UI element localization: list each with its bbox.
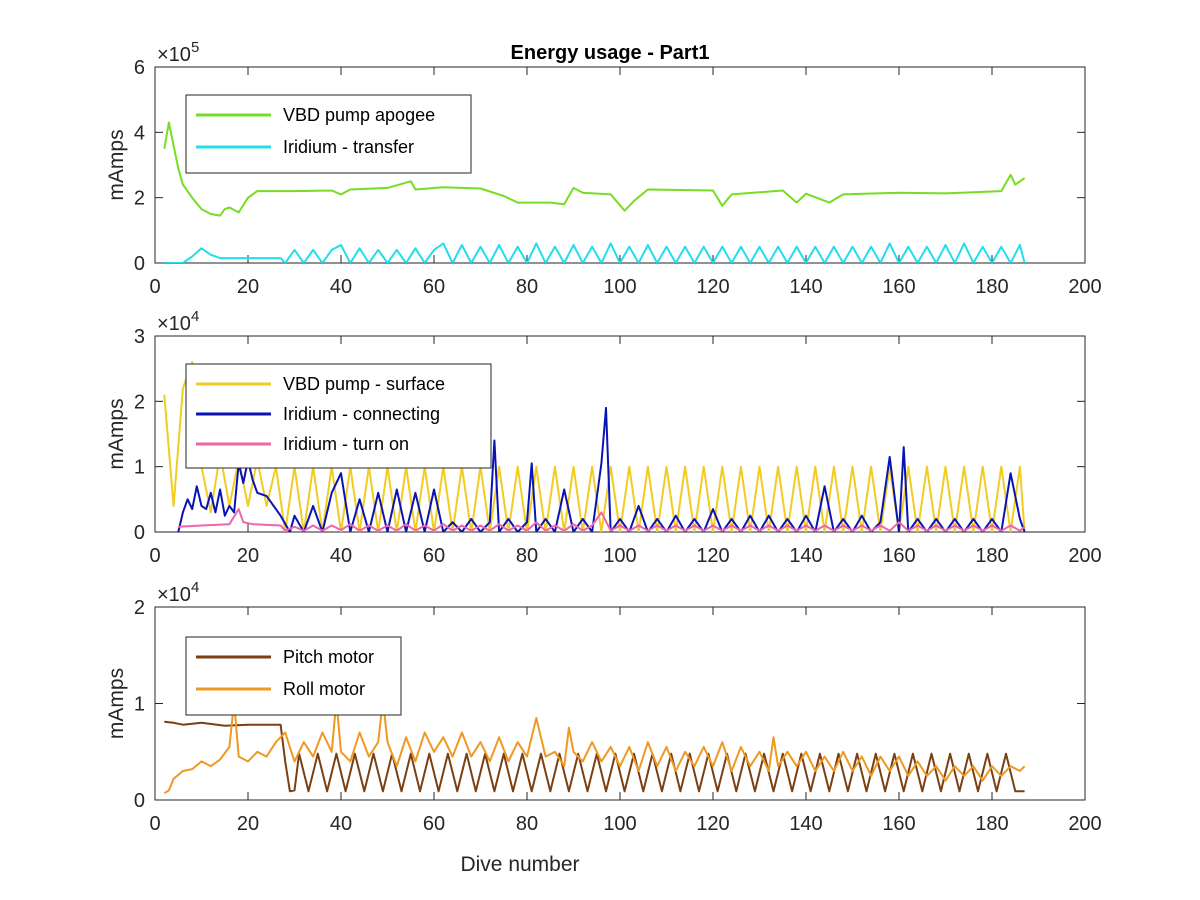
chart-title: Energy usage - Part1 [511,42,710,64]
subplot-2: 0 20 40 60 80 100 120 140 160 180 200 0 1 2 3 ×104 mAmps… [105,308,1102,567]
y-tick-label: 4 [134,122,145,144]
x-tick-label: 200 [1068,813,1101,835]
y-tick-label: 2 [134,597,145,619]
legend: Pitch motor Roll motor [185,636,402,716]
legend: VBD pump apogee Iridium - transfer [185,94,472,174]
series-line-3 [178,508,1026,532]
legend-box [185,363,492,469]
x-tick-label: 0 [149,276,160,298]
y-axis-label: mAmps [105,129,128,200]
x-tick-label: 0 [149,813,160,835]
legend-box [185,94,472,174]
y-axis-label: mAmps [105,668,128,739]
x-tick-label: 40 [330,813,352,835]
x-tick-label: 80 [516,545,538,567]
x-tick-label: 20 [237,813,259,835]
legend-entry: VBD pump apogee [283,105,435,125]
series-line-1 [164,720,1025,793]
x-tick-label: 40 [330,276,352,298]
x-tick-label: 120 [696,545,729,567]
x-tick-label: 160 [882,276,915,298]
x-tick-label: 180 [975,813,1008,835]
series-line-1 [163,121,1026,217]
x-tick-label: 20 [237,276,259,298]
y-tick-label: 3 [134,326,145,348]
x-tick-label: 120 [696,276,729,298]
x-tick-label: 60 [423,813,445,835]
series-group [163,121,1026,263]
x-tick-label: 140 [789,813,822,835]
legend-entry: Iridium - transfer [283,137,414,157]
y-exponent-label: ×105 [157,39,199,66]
x-tick-label: 20 [237,545,259,567]
y-exponent-label: ×104 [157,579,199,606]
x-tick-label: 40 [330,545,352,567]
legend-entry: Pitch motor [283,647,374,667]
x-tick-label: 140 [789,276,822,298]
x-tick-label: 120 [696,813,729,835]
x-tick-label: 80 [516,276,538,298]
x-tick-label: 100 [603,545,636,567]
legend-entry: Roll motor [283,679,365,699]
y-tick-label: 0 [134,522,145,544]
x-tick-label: 200 [1068,545,1101,567]
series-line-2 [164,242,1026,263]
y-tick-label: 0 [134,253,145,275]
subplot-1: 0 20 40 60 80 100 120 140 160 180 200 0 2 4 6 ×105 mAmps… [105,39,1102,298]
x-tick-label: 80 [516,813,538,835]
y-tick-label: 6 [134,57,145,79]
y-tick-label: 1 [134,694,145,716]
x-tick-label: 160 [882,813,915,835]
x-tick-label: 200 [1068,276,1101,298]
x-tick-label: 180 [975,545,1008,567]
y-tick-label: 0 [134,790,145,812]
y-exponent-label: ×104 [157,308,199,335]
x-tick-label: 0 [149,545,160,567]
x-tick-label: 160 [882,545,915,567]
legend-entry: VBD pump - surface [283,374,445,394]
y-tick-label: 2 [134,391,145,413]
x-tick-label: 180 [975,276,1008,298]
legend: VBD pump - surface Iridium - connecting Ir… [185,363,492,469]
legend-entry: Iridium - turn on [283,434,409,454]
series-line-2 [163,698,1026,795]
y-tick-label: 2 [134,188,145,210]
y-axis-label: mAmps [105,398,128,469]
x-tick-label: 100 [603,276,636,298]
legend-box [185,636,402,716]
subplot-3: 0 20 40 60 80 100 120 140 160 180 200 0 1 2 ×104 mAmps D… [105,579,1102,876]
series-group [163,361,1026,532]
x-tick-label: 100 [603,813,636,835]
series-group [163,698,1026,795]
x-tick-label: 140 [789,545,822,567]
x-tick-label: 60 [423,545,445,567]
legend-entry: Iridium - connecting [283,404,440,424]
x-tick-label: 60 [423,276,445,298]
x-axis-label: Dive number [460,853,579,876]
y-tick-label: 1 [134,457,145,479]
